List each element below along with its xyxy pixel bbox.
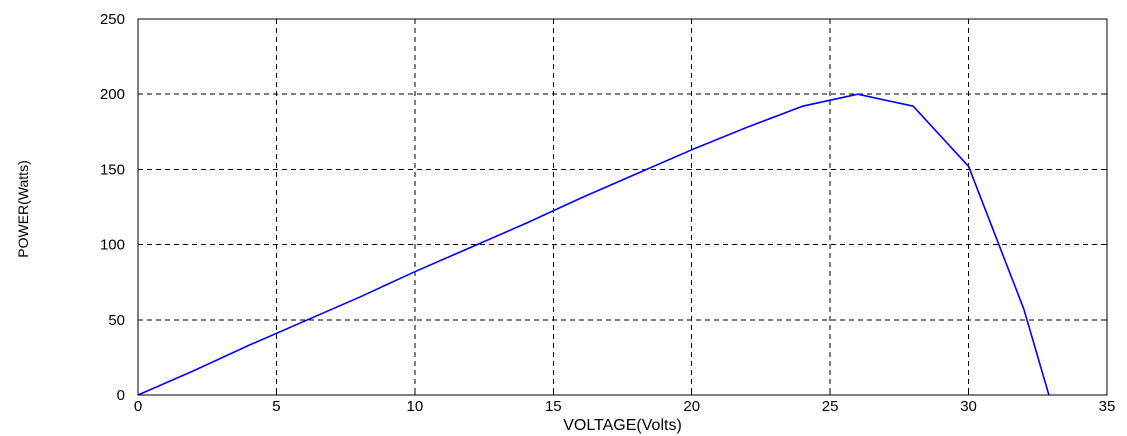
y-tick-label: 100: [100, 237, 125, 254]
y-axis-title: POWER(Watts): [15, 160, 31, 257]
x-tick-label: 25: [822, 398, 839, 415]
x-tick-label: 5: [272, 398, 280, 415]
y-tick-label: 0: [117, 387, 125, 404]
power-curve-line: [137, 93, 1050, 396]
plot-frame: [137, 18, 1108, 396]
x-tick-label: 0: [134, 398, 142, 415]
x-tick-label: 20: [683, 398, 700, 415]
y-tick-label: 50: [108, 312, 125, 329]
x-axis-title: VOLTAGE(Volts): [563, 417, 682, 434]
y-tick-label: 200: [100, 86, 125, 103]
y-tick-label: 150: [100, 161, 125, 178]
y-tick-label: 250: [100, 11, 125, 28]
x-tick-label: 35: [1099, 398, 1116, 415]
series-layer: [137, 93, 1050, 396]
grid-lines: [138, 19, 1107, 395]
x-tick-label: 30: [960, 398, 977, 415]
x-tick-label: 10: [407, 398, 424, 415]
axis-ticks: 0 5 10 15 20 25 30 35 0 50 100 150 200 250: [100, 11, 1115, 415]
x-tick-label: 15: [545, 398, 562, 415]
